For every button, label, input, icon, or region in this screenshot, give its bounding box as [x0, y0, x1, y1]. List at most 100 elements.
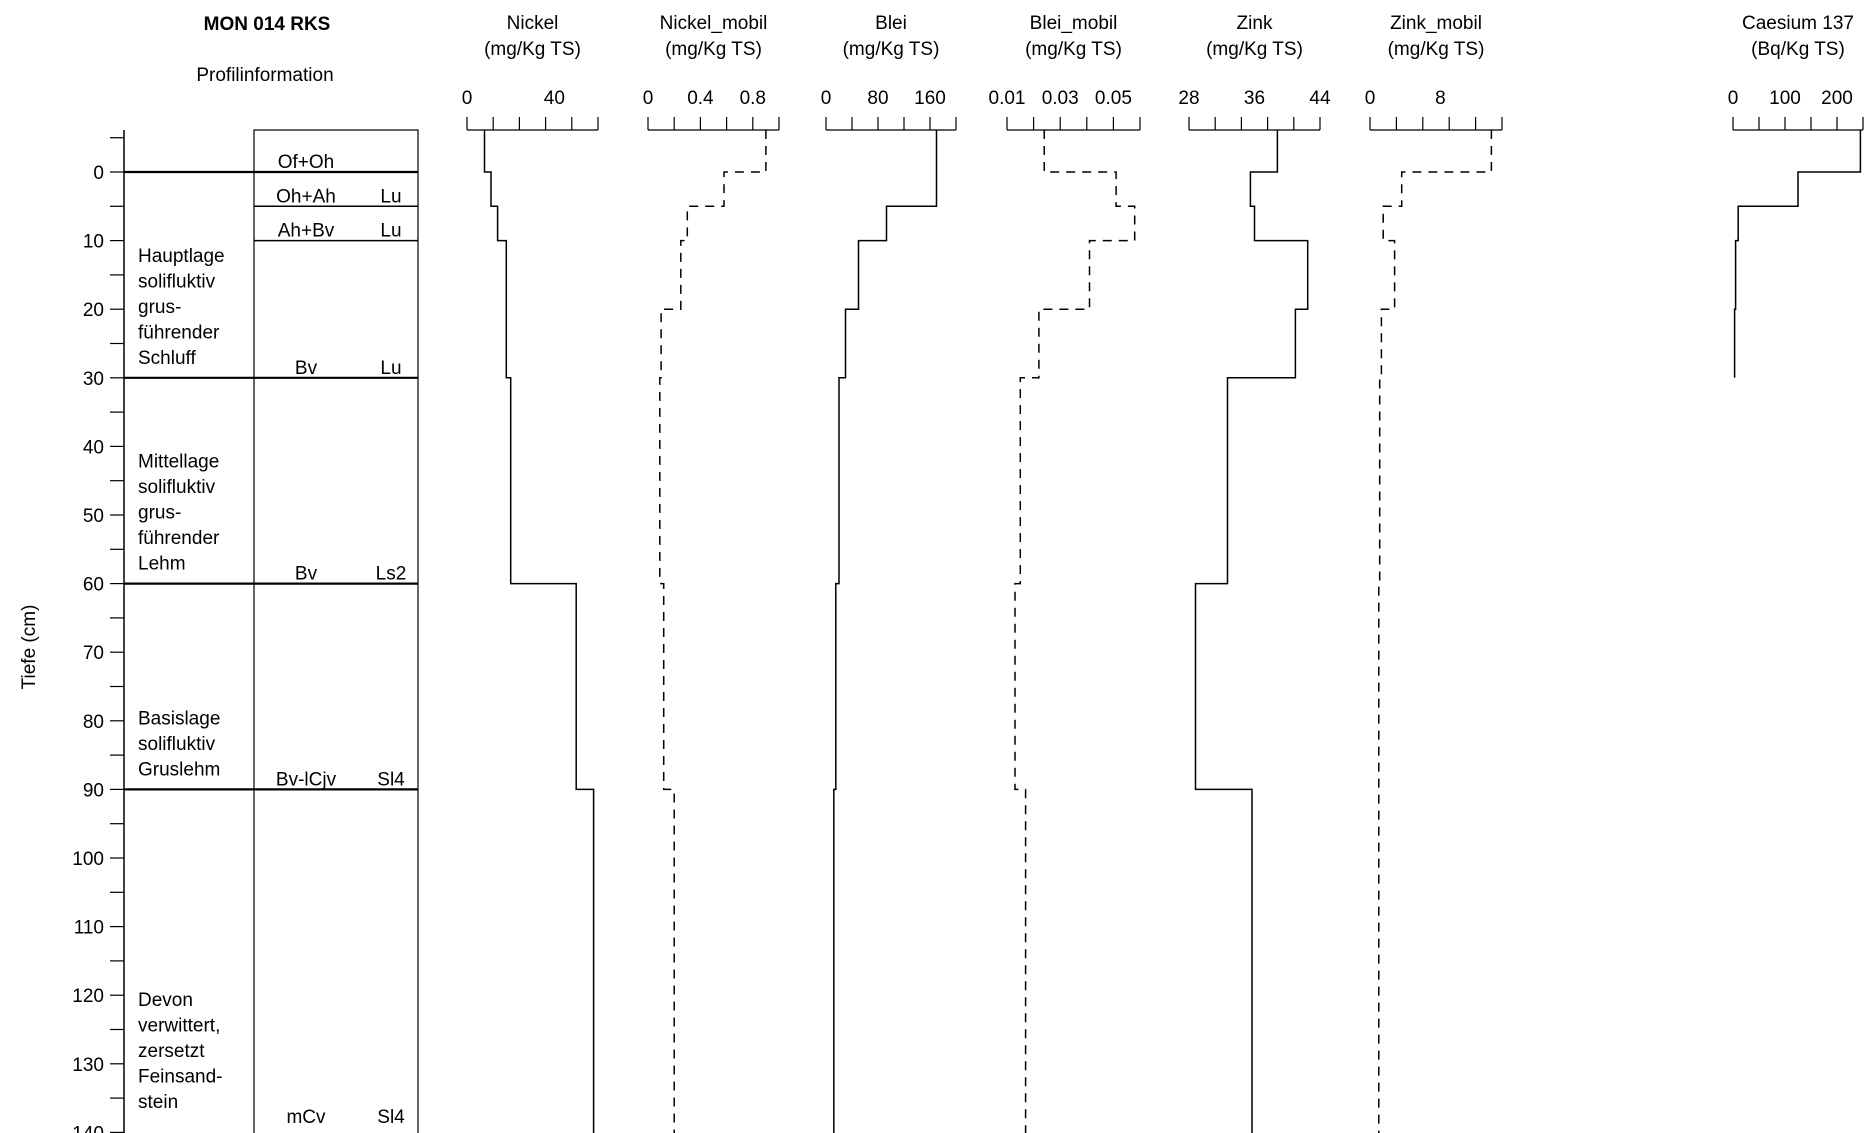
track-tick-label: 0.01 [989, 88, 1026, 109]
depth-tick-label: 130 [72, 1055, 104, 1076]
horizon-label: mCv [286, 1107, 326, 1128]
substrate-layer-line: Feinsand- [138, 1067, 223, 1088]
substrate-layer-label: Basislage solifluktiv Gruslehm [138, 708, 220, 780]
substrate-layer-line: solifluktiv [138, 477, 216, 498]
horizon-label: Bv [295, 564, 318, 585]
substrate-layer-label: Hauptlage solifluktiv grus-führender Schluf… [138, 246, 225, 369]
track-tick-label: 160 [914, 88, 946, 109]
element-track: Blei_mobil (mg/Kg TS) 0.01 0.03 0.05 [989, 13, 1141, 1133]
depth-tick-label: 60 [83, 575, 104, 596]
track-unit: (mg/Kg TS) [1025, 39, 1122, 60]
substrate-layer-line: Schluff [138, 348, 196, 369]
track-title: Nickel [507, 13, 559, 34]
soil-type-label: Sl4 [377, 769, 405, 790]
depth-tick-label: 140 [72, 1123, 104, 1133]
substrate-layer-line: solifluktiv [138, 271, 216, 292]
horizon-label: Ah+Bv [278, 221, 335, 242]
horizon-label: Bv-lCjv [276, 769, 337, 790]
soil-type-label: Lu [380, 186, 401, 207]
track-tick-label: 0.8 [740, 88, 766, 109]
depth-tick-label: 120 [72, 986, 104, 1007]
substrate-layer-line: Gruslehm [138, 759, 220, 780]
depth-tick-label: 10 [83, 232, 104, 253]
track-tick-label: 200 [1821, 88, 1853, 109]
element-track: Blei (mg/Kg TS) 0 80 160 [821, 13, 957, 1133]
track-title: Zink [1237, 13, 1273, 34]
track-tick-label: 0.05 [1095, 88, 1132, 109]
track-tick-label: 0 [821, 88, 832, 109]
track-tick-label: 100 [1769, 88, 1801, 109]
soil-type-label: Sl4 [377, 1107, 405, 1128]
depth-tick-label: 30 [83, 369, 104, 390]
track-unit: (mg/Kg TS) [1206, 39, 1303, 60]
track-tick-label: 0 [462, 88, 473, 109]
depth-tick-label: 70 [83, 643, 104, 664]
substrate-layer-line: Hauptlage [138, 246, 225, 267]
substrate-layer-line: solifluktiv [138, 734, 216, 755]
substrate-layer-line: Basislage [138, 708, 220, 729]
depth-tick-label: 20 [83, 300, 104, 321]
substrate-layer-line: grus- [138, 297, 181, 318]
track-title: Blei [875, 13, 907, 34]
track-data-line [1014, 130, 1136, 1133]
substrate-layer-line: Mittellage [138, 452, 219, 473]
track-tick-label: 0.03 [1042, 88, 1079, 109]
depth-tick-label: 50 [83, 506, 104, 527]
horizon-label: Of+Oh [278, 152, 335, 173]
track-tick-label: 28 [1178, 88, 1199, 109]
track-data-line [1733, 130, 1862, 378]
element-track: Zink_mobil (mg/Kg TS) 0 8 [1365, 13, 1503, 1133]
element-tracks: Nickel (mg/Kg TS) 0 40 Nickel_mobil (mg/Kg TS… [462, 13, 1864, 1133]
track-title: Blei_mobil [1030, 13, 1118, 34]
track-tick-label: 36 [1244, 88, 1265, 109]
substrate-layer-label: Devon verwittert, zersetzt Feinsand-stein [138, 990, 223, 1113]
track-tick-label: 44 [1309, 88, 1331, 109]
track-tick-label: 40 [544, 88, 565, 109]
substrate-layer-line: Lehm [138, 554, 186, 575]
track-data-line [483, 130, 595, 1133]
track-tick-label: 0 [1728, 88, 1739, 109]
track-title: Nickel_mobil [660, 13, 768, 34]
profile-subtitle: Profilinformation [196, 65, 333, 86]
track-unit: (mg/Kg TS) [1388, 39, 1485, 60]
soil-type-label: Lu [380, 221, 401, 242]
track-unit: (mg/Kg TS) [665, 39, 762, 60]
horizon-label: Bv [295, 358, 318, 379]
substrate-layer-line: grus- [138, 503, 181, 524]
y-axis-label: Tiefe (cm) [19, 605, 40, 690]
track-tick-label: 0 [1365, 88, 1376, 109]
depth-tick-label: 100 [72, 849, 104, 870]
track-tick-label: 8 [1435, 88, 1446, 109]
depth-tick-label: 80 [83, 712, 104, 733]
track-data-line [833, 130, 938, 1133]
substrate-layer-line: führender [138, 322, 220, 343]
substrate-layer-label: Mittellage solifluktiv grus-führender Lehm [138, 452, 220, 575]
element-track: Zink (mg/Kg TS) 28 36 44 [1178, 13, 1331, 1133]
substrate-layer-line: zersetzt [138, 1041, 205, 1062]
depth-tick-label: 40 [83, 437, 104, 458]
soil-profile-column: 0 10 20 30 40 50 60 70 80 90 100 110 120 130 140 Hauptl… [72, 129, 419, 1133]
track-tick-label: 0 [643, 88, 654, 109]
track-unit: (mg/Kg TS) [843, 39, 940, 60]
horizon-column-frame [253, 129, 419, 1133]
profile-title: MON 014 RKS [204, 14, 331, 35]
track-title: Zink_mobil [1390, 13, 1482, 34]
element-track: Caesium 137 (Bq/Kg TS) 0 100 200 [1728, 13, 1864, 378]
substrate-layer-line: stein [138, 1092, 178, 1113]
depth-tick-label: 110 [74, 918, 104, 939]
soil-type-label: Ls2 [376, 564, 407, 585]
track-data-line [1378, 130, 1493, 1133]
track-data-line [659, 130, 767, 1133]
soil-type-label: Lu [380, 358, 401, 379]
depth-tick-label: 0 [93, 163, 104, 184]
track-unit: (Bq/Kg TS) [1751, 39, 1845, 60]
track-data-line [1194, 130, 1309, 1133]
horizon-label: Oh+Ah [276, 186, 336, 207]
track-tick-label: 80 [867, 88, 888, 109]
track-title: Caesium 137 [1742, 13, 1854, 34]
element-track: Nickel (mg/Kg TS) 0 40 [462, 13, 599, 1133]
substrate-layer-line: verwittert, [138, 1016, 220, 1037]
substrate-layer-line: Devon [138, 990, 193, 1011]
substrate-layer-line: führender [138, 528, 220, 549]
